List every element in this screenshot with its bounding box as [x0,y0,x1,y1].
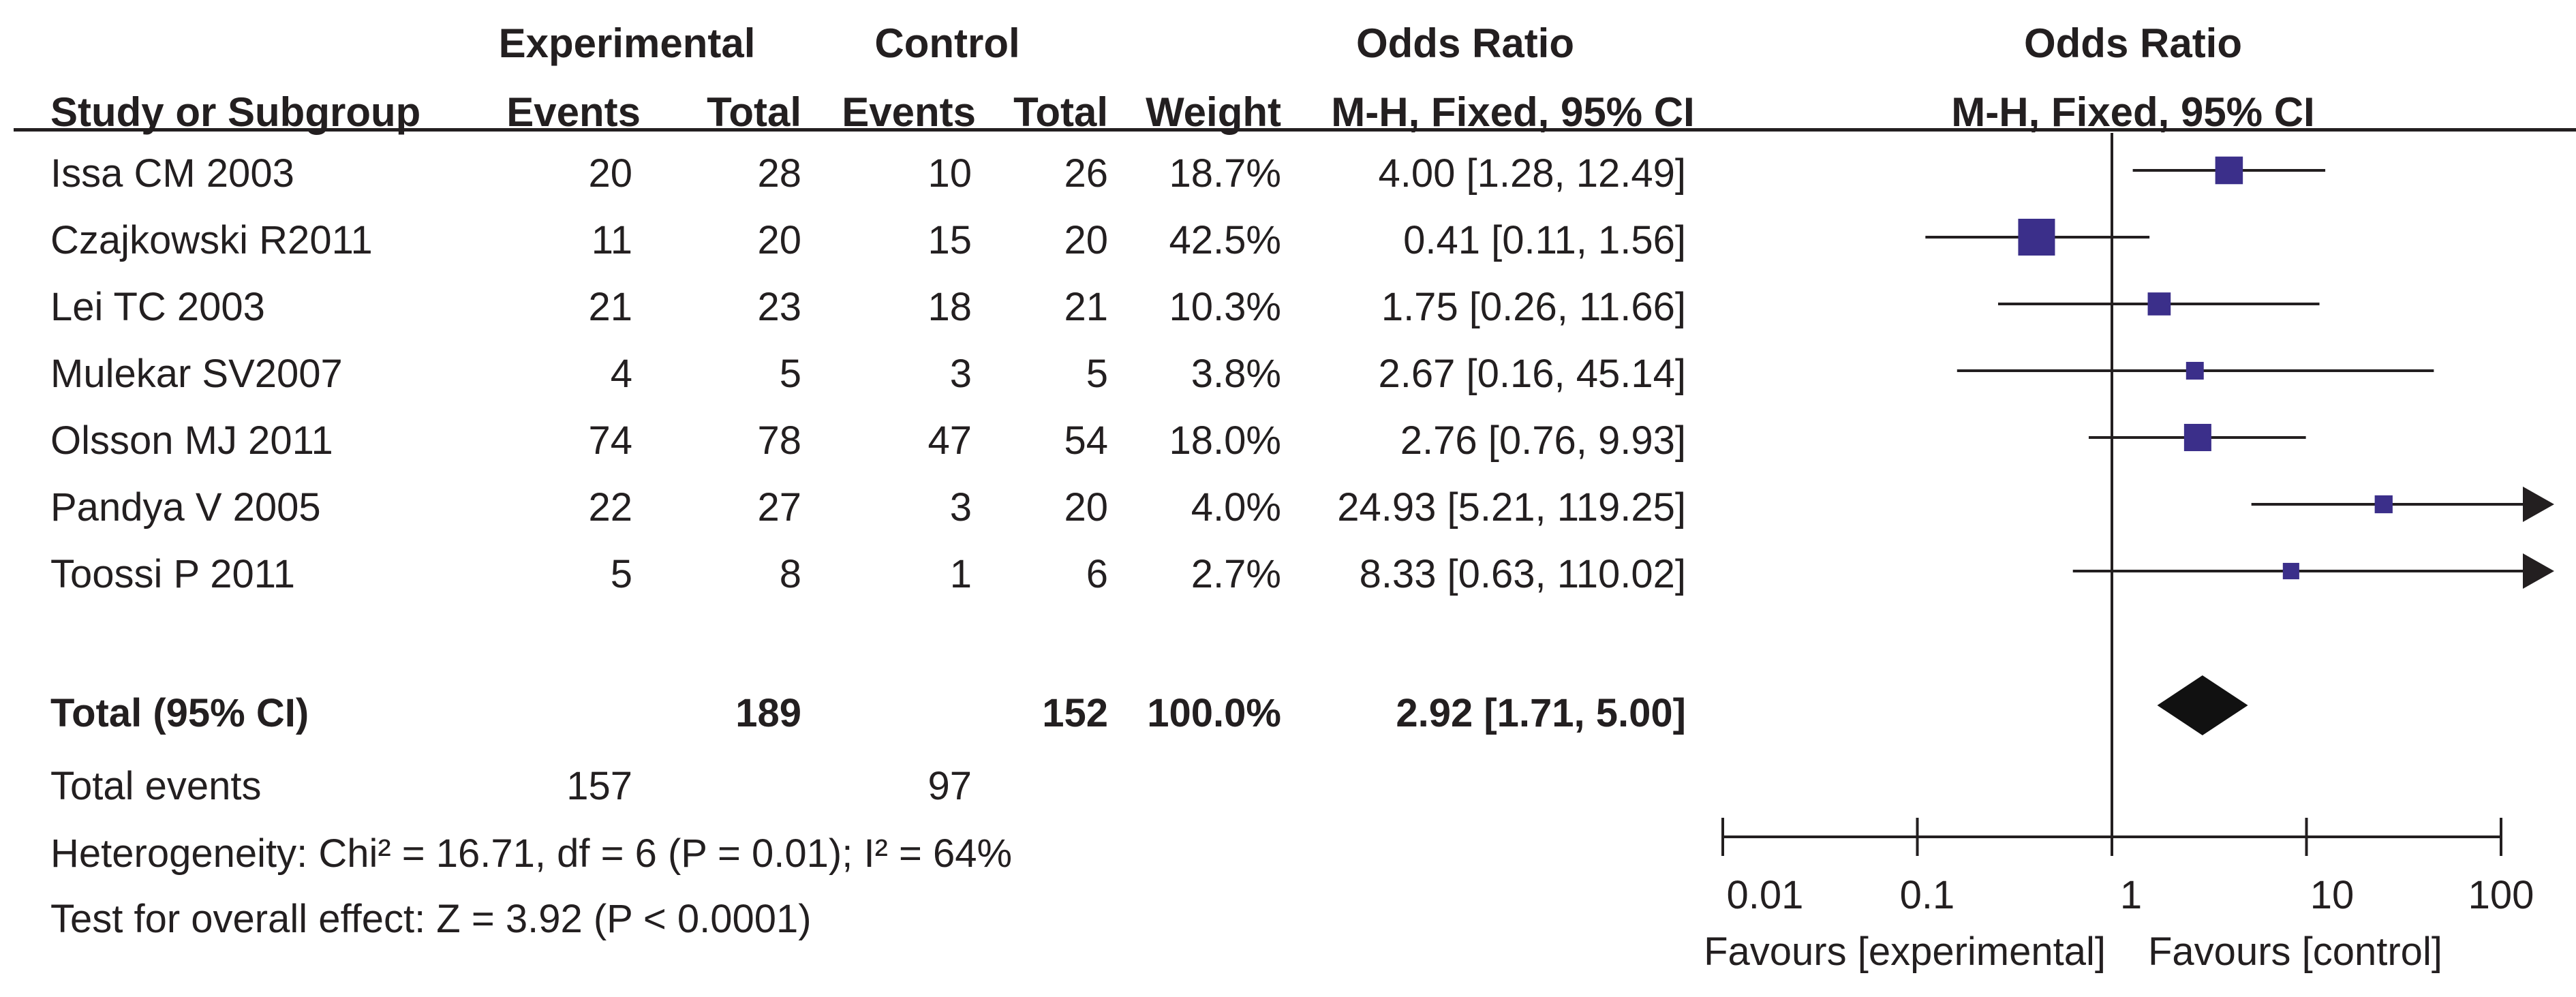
cell-name: Toossi P 2011 [50,552,295,596]
tick-label-0.1: 0.1 [1899,873,1955,917]
cell-name: Mulekar SV2007 [50,352,343,396]
total-events-label: Total events [50,764,262,808]
cell-ctl-events: 47 [927,418,972,463]
cell-exp-total: 28 [757,151,801,196]
cell-weight: 42.5% [1169,218,1281,262]
odds-ratio-table-header: Odds Ratio [1355,20,1574,66]
total-events-ctl: 97 [927,764,972,808]
ci-arrow [2523,553,2554,589]
total-ci: 2.92 [1.71, 5.00] [1396,691,1686,735]
total-weight: 100.0% [1147,691,1281,735]
overall-effect-text: Test for overall effect: Z = 3.92 (P < 0… [50,897,812,941]
header-rule [14,128,2576,132]
cell-exp-total: 8 [779,552,801,596]
cell-ctl-total: 6 [1086,552,1108,596]
study-column-header: Study or Subgroup [50,89,421,135]
odds-ratio-plot-header: Odds Ratio [2023,20,2242,66]
pooled-diamond [2157,675,2248,735]
ctl-total-header: Total [1013,89,1108,135]
cell-exp-events: 4 [610,352,632,396]
total-ctl-total: 152 [1042,691,1108,735]
cell-exp-events: 5 [610,552,632,596]
tick-label-10: 10 [2310,873,2355,917]
cell-ctl-total: 54 [1064,418,1108,463]
tick-label-1: 1 [2119,873,2143,917]
cell-weight: 2.7% [1191,552,1281,596]
cell-ctl-events: 1 [949,552,972,596]
cell-ci-text: 2.76 [0.76, 9.93] [1400,418,1686,463]
cell-ctl-total: 20 [1064,485,1108,530]
cell-exp-events: 11 [591,218,632,262]
cell-weight: 10.3% [1169,285,1281,329]
cell-ctl-events: 3 [949,352,972,396]
effect-square [2147,292,2171,316]
exp-total-header: Total [707,89,801,135]
cell-exp-total: 78 [757,418,801,463]
cell-ctl-total: 26 [1064,151,1108,196]
effect-square [2186,362,2204,380]
control-group-header: Control [874,20,1020,66]
favours-control-label: Favours [control] [2148,930,2442,974]
cell-name: Lei TC 2003 [50,285,265,329]
cell-ctl-events: 10 [927,151,972,196]
cell-weight: 18.0% [1169,418,1281,463]
cell-weight: 3.8% [1191,352,1281,396]
effect-square [2215,156,2243,185]
weight-header: Weight [1146,89,1281,135]
cell-ci-text: 8.33 [0.63, 110.02] [1359,552,1686,596]
method-plot-header: M-H, Fixed, 95% CI [1951,89,2315,135]
cell-name: Pandya V 2005 [50,485,321,530]
ctl-events-header: Events [842,89,976,135]
cell-exp-total: 27 [757,485,801,530]
cell-ctl-events: 18 [927,285,972,329]
cell-ci-text: 1.75 [0.26, 11.66] [1381,285,1686,329]
cell-ci-text: 24.93 [5.21, 119.25] [1337,485,1686,530]
cell-ci-text: 0.41 [0.11, 1.56] [1403,218,1686,262]
favours-experimental-label: Favours [experimental] [1704,930,2106,974]
cell-ci-text: 4.00 [1.28, 12.49] [1378,151,1686,196]
cell-exp-total: 5 [779,352,801,396]
cell-exp-events: 21 [588,285,632,329]
cell-name: Olsson MJ 2011 [50,418,333,463]
cell-ctl-total: 5 [1086,352,1108,396]
tick-label-0.01: 0.01 [1726,873,1804,917]
cell-name: Issa CM 2003 [50,151,294,196]
effect-square [2374,495,2393,514]
heterogeneity-text: Heterogeneity: Chi² = 16.71, df = 6 (P =… [50,831,1013,876]
cell-name: Czajkowski R2011 [50,218,373,262]
total-events-exp: 157 [566,764,632,808]
effect-square [2018,219,2055,256]
exp-events-header: Events [506,89,641,135]
effect-square [2183,423,2211,452]
cell-weight: 18.7% [1169,151,1281,196]
total-exp-total: 189 [735,691,801,735]
cell-exp-events: 74 [588,418,632,463]
cell-ctl-events: 15 [927,218,972,262]
experimental-group-header: Experimental [498,20,756,66]
cell-exp-total: 20 [757,218,801,262]
cell-ctl-total: 21 [1064,285,1108,329]
cell-weight: 4.0% [1191,485,1281,530]
cell-exp-events: 20 [588,151,632,196]
cell-ci-text: 2.67 [0.16, 45.14] [1378,352,1686,396]
cell-ctl-events: 3 [949,485,972,530]
cell-exp-total: 23 [757,285,801,329]
method-table-header: M-H, Fixed, 95% CI [1331,89,1695,135]
total-label: Total (95% CI) [50,691,309,735]
ci-arrow [2523,487,2554,522]
effect-square [2282,562,2299,580]
cell-exp-events: 22 [588,485,632,530]
tick-label-100: 100 [2468,873,2534,917]
cell-ctl-total: 20 [1064,218,1108,262]
